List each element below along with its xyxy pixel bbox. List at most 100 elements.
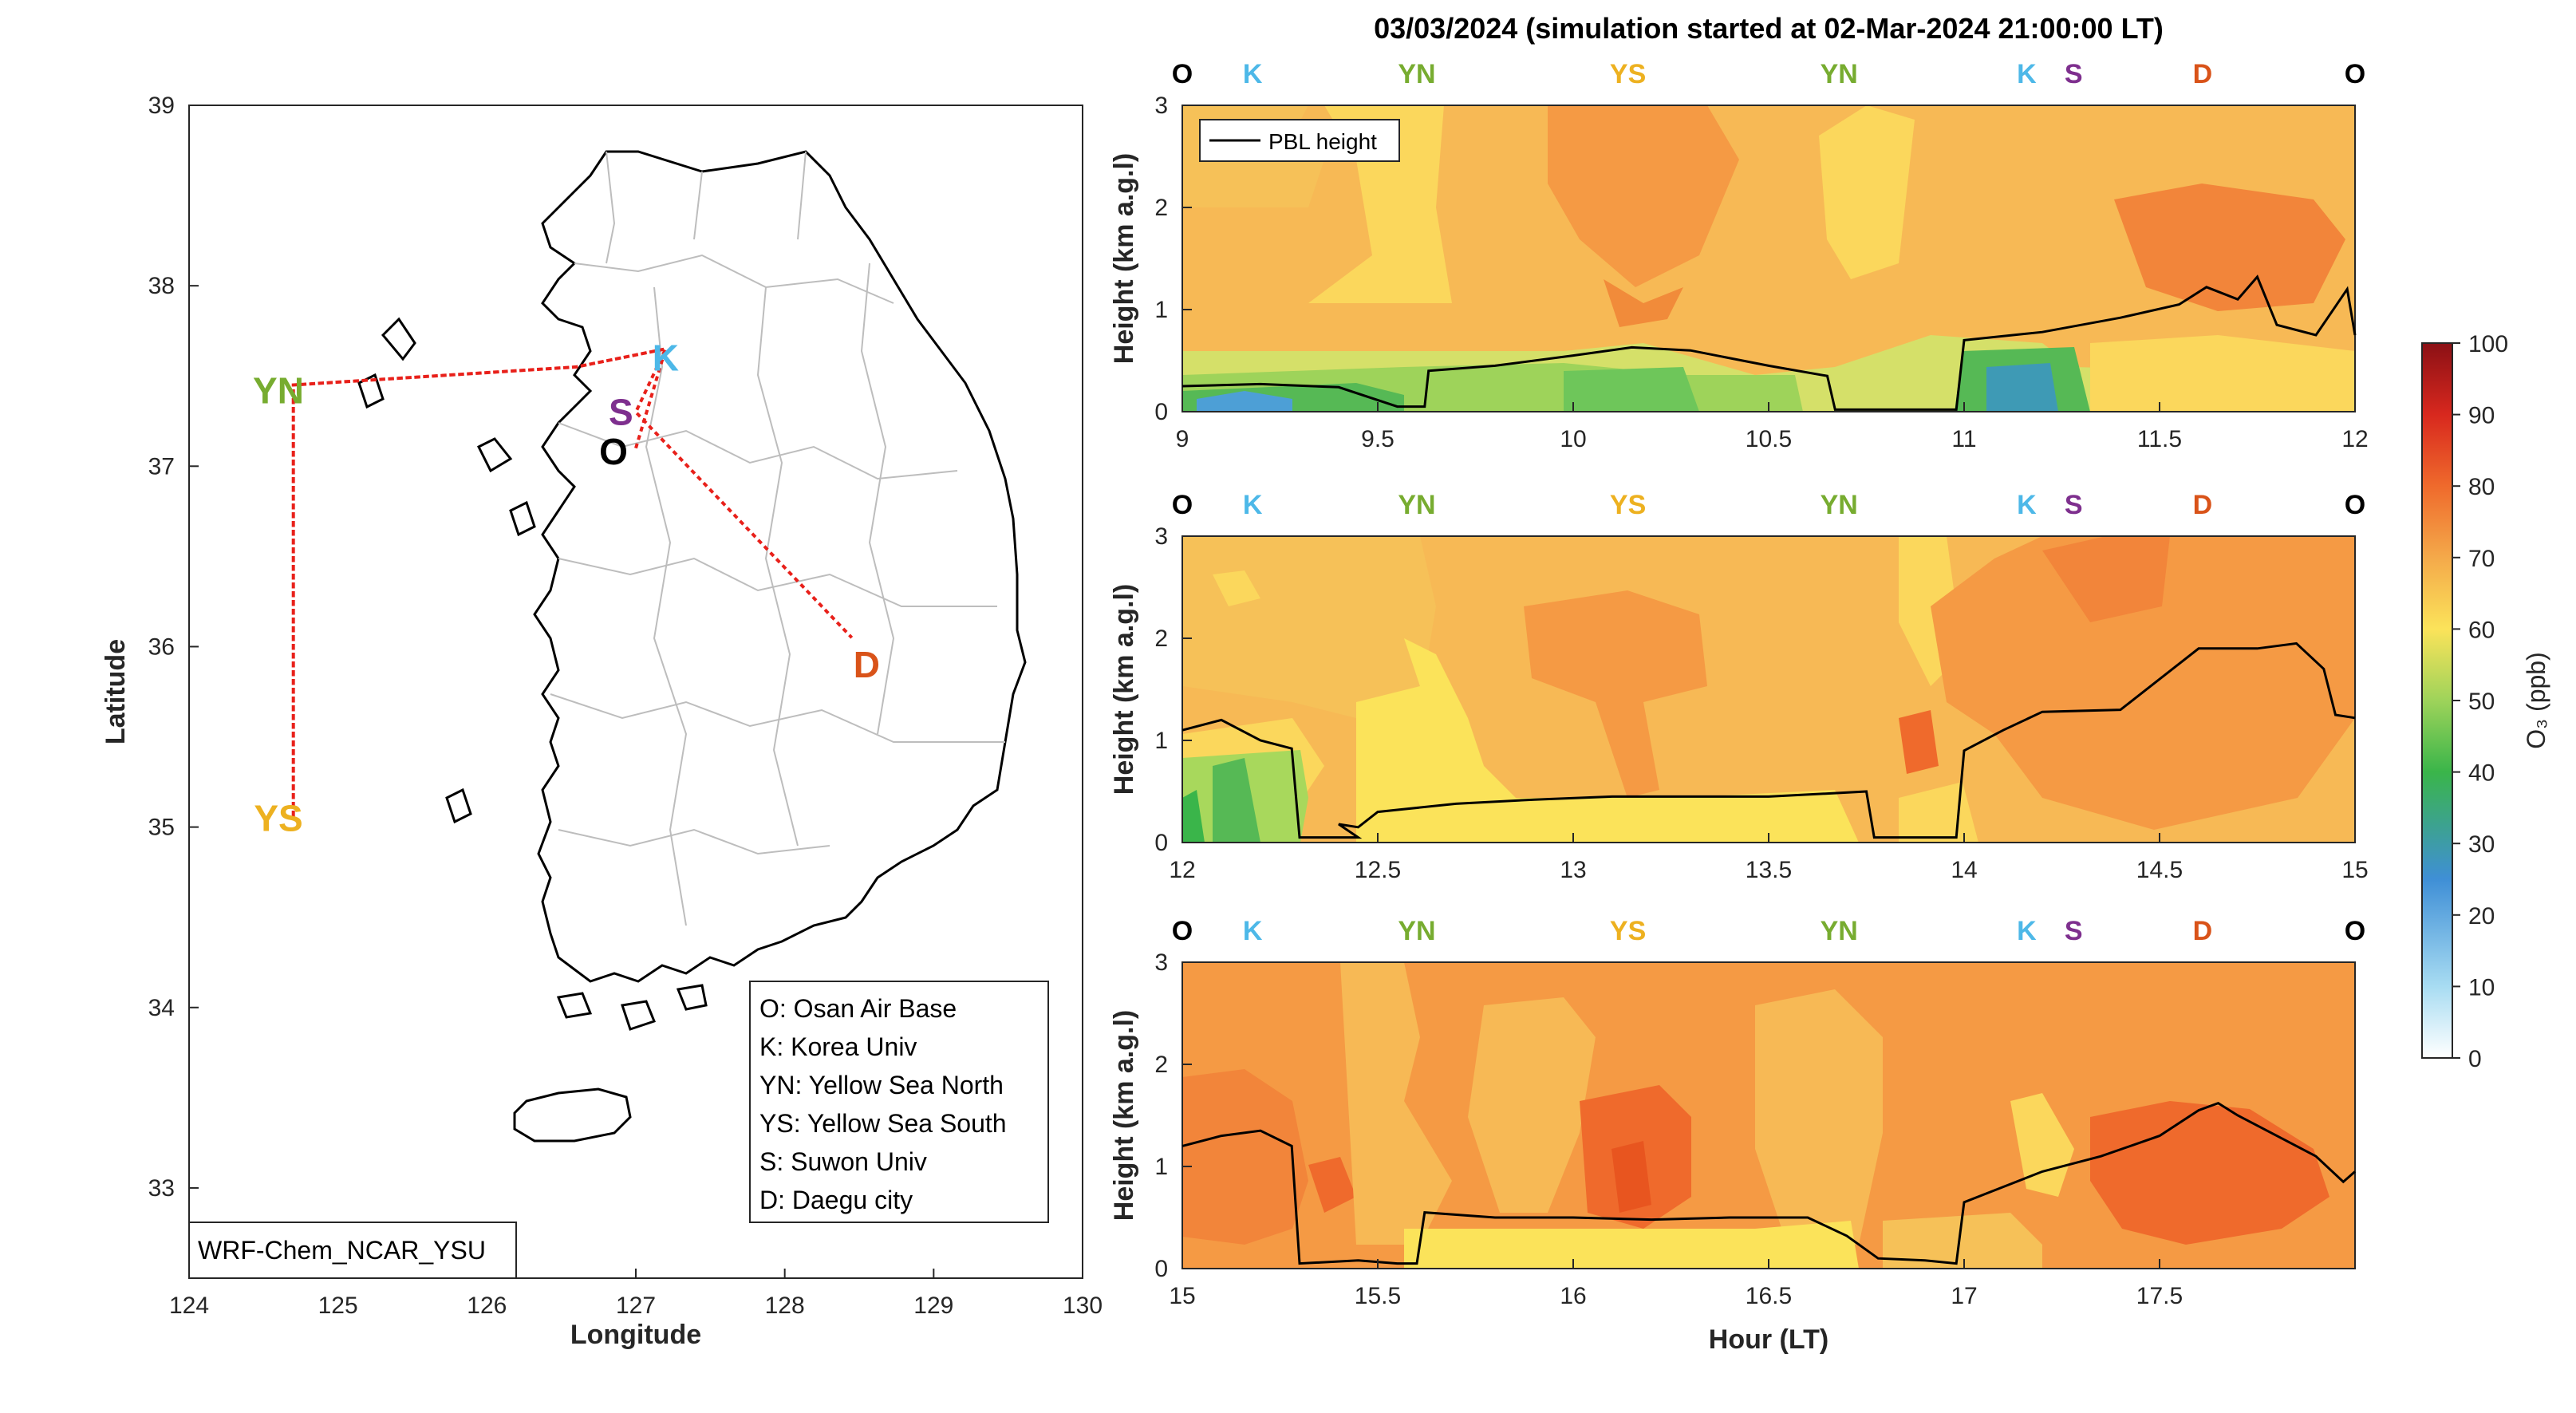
- province-borders: [550, 151, 1005, 926]
- pbl-line-3: [1181, 1101, 2356, 1265]
- curtain-y-label-1: Height (km a.g.l): [1109, 153, 1139, 364]
- curtain-x-label: Hour (LT): [1709, 1324, 1828, 1355]
- curtain-site-k: K: [2017, 59, 2037, 89]
- curtain-site-o: O: [1172, 490, 1193, 520]
- curtain-x-tick-label: 11: [1951, 426, 1976, 452]
- curtain-y-ticks-1: 0 1 2 3: [1154, 93, 1192, 425]
- curtain-y-tick-label: 0: [1154, 399, 1168, 425]
- legend-line-korea-univ: K: Korea Univ: [759, 1032, 917, 1061]
- curtain-site-ys: YS: [1610, 490, 1646, 520]
- curtain-y-tick-label: 1: [1154, 728, 1168, 754]
- curtain-site-yn: YN: [1821, 490, 1858, 520]
- map-x-tick-label: 130: [1063, 1293, 1103, 1319]
- map-y-label: Latitude: [101, 639, 131, 744]
- curtain-site-k: K: [1243, 59, 1263, 89]
- colorbar-tick-label: 40: [2468, 760, 2495, 787]
- curtain-site-o: O: [1172, 59, 1193, 89]
- map-y-tick-label: 35: [148, 815, 175, 841]
- model-label: WRF-Chem_NCAR_YSU: [198, 1236, 486, 1265]
- colorbar-tick-label: 90: [2468, 403, 2495, 429]
- curtain-site-s: S: [2065, 490, 2083, 520]
- map-y-tick-label: 38: [148, 273, 175, 299]
- curtain-y-label-2: Height (km a.g.l): [1109, 584, 1139, 795]
- ozone-field-3: [1182, 962, 2355, 1269]
- curtain-x-tick-label: 11.5: [2137, 426, 2182, 452]
- pbl-line-1: [1181, 274, 2357, 411]
- curtain-site-labels-3: O K YN YS YN K S D O: [1172, 916, 2365, 946]
- curtain-y-tick-label: 3: [1154, 523, 1168, 550]
- curtain-y-tick-label: 3: [1154, 93, 1168, 119]
- curtain-site-yn: YN: [1821, 59, 1858, 89]
- colorbar-ticks: 0 10 20 30 40 50 60 70 80 90 100: [2452, 331, 2508, 1072]
- map-site-ys: YS: [254, 797, 302, 839]
- map-y-ticks: 33 34 35 36 37 38 39: [148, 93, 199, 1202]
- map-y-tick-label: 33: [148, 1175, 175, 1202]
- curtain-site-k: K: [2017, 916, 2037, 946]
- curtain-site-o: O: [2345, 490, 2365, 520]
- curtain-x-ticks-1: 9 9.5 10 10.5 11 11.5 12: [1176, 402, 2369, 452]
- curtain-x-tick-label: 9: [1176, 426, 1189, 452]
- curtain-y-tick-label: 2: [1154, 1052, 1168, 1078]
- curtain-x-tick-label: 16: [1560, 1283, 1586, 1309]
- map-site-o: O: [599, 431, 628, 472]
- curtain-x-tick-label: 14.5: [2136, 857, 2183, 883]
- curtain-site-o: O: [1172, 916, 1193, 946]
- curtain-x-tick-label: 17: [1951, 1283, 1977, 1309]
- map-site-yn: YN: [253, 369, 304, 411]
- map-site-d: D: [854, 644, 880, 685]
- colorbar-tick-label: 80: [2468, 474, 2495, 500]
- korea-coastline: [357, 150, 1027, 1143]
- curtain-x-tick-label: 13: [1560, 857, 1586, 883]
- map-x-tick-label: 129: [913, 1293, 953, 1319]
- curtain-x-tick-label: 15.5: [1355, 1283, 1401, 1309]
- curtain-x-tick-label: 16.5: [1746, 1283, 1792, 1309]
- curtain-site-ys: YS: [1610, 916, 1646, 946]
- colorbar-tick-label: 60: [2468, 617, 2495, 643]
- legend-line-yellow-sea-south: YS: Yellow Sea South: [759, 1109, 1007, 1138]
- curtain-y-tick-label: 0: [1154, 830, 1168, 856]
- pbl-legend-label: PBL height: [1268, 129, 1377, 154]
- curtain-x-tick-label: 10: [1560, 426, 1586, 452]
- curtain-x-tick-label: 9.5: [1361, 426, 1395, 452]
- pbl-legend: PBL height: [1199, 119, 1400, 162]
- map-y-tick-label: 36: [148, 633, 175, 660]
- curtain-x-tick-label: 14: [1951, 857, 1977, 883]
- map-x-label: Longitude: [570, 1320, 701, 1350]
- curtain-y-tick-label: 1: [1154, 297, 1168, 323]
- map-x-tick-label: 124: [169, 1293, 209, 1319]
- legend-line-osan: O: Osan Air Base: [759, 994, 957, 1023]
- curtain-y-label-3: Height (km a.g.l): [1109, 1010, 1139, 1221]
- curtain-site-k: K: [1243, 916, 1263, 946]
- curtain-site-k: K: [2017, 490, 2037, 520]
- colorbar-tick-label: 100: [2468, 331, 2508, 357]
- colorbar-tick-label: 30: [2468, 831, 2495, 858]
- legend-line-daegu: D: Daegu city: [759, 1186, 913, 1214]
- curtain-x-tick-label: 17.5: [2136, 1283, 2183, 1309]
- curtain-site-k: K: [1243, 490, 1263, 520]
- colorbar-tick-label: 70: [2468, 546, 2495, 572]
- map-x-ticks: 124 125 126 127 128 129 130: [169, 1269, 1103, 1319]
- map-site-s: S: [609, 391, 633, 432]
- curtain-y-tick-label: 1: [1154, 1154, 1168, 1180]
- colorbar-label: O₃ (ppb): [2522, 652, 2550, 749]
- curtain-x-tick-label: 13.5: [1746, 857, 1792, 883]
- curtain-site-yn: YN: [1821, 916, 1858, 946]
- colorbar: 0 10 20 30 40 50 60 70 80 90 100 O₃ (ppb): [2421, 331, 2550, 1072]
- curtain-site-yn: YN: [1398, 59, 1435, 89]
- curtain-site-yn: YN: [1398, 490, 1435, 520]
- map-site-k: K: [653, 337, 679, 379]
- curtain-x-tick-label: 15: [2341, 857, 2368, 883]
- curtain-site-d: D: [2193, 490, 2213, 520]
- curtain-y-tick-label: 3: [1154, 949, 1168, 976]
- map-x-tick-label: 128: [765, 1293, 805, 1319]
- curtain-site-o: O: [2345, 916, 2365, 946]
- colorbar-tick-label: 0: [2468, 1046, 2482, 1072]
- curtain-x-tick-label: 12.5: [1355, 857, 1401, 883]
- curtain-site-labels-1: O K YN YS YN K S D O: [1172, 59, 2365, 89]
- map-x-tick-label: 126: [467, 1293, 507, 1319]
- curtain-x-ticks-3: 15 15.5 16 16.5 17 17.5: [1169, 1259, 2183, 1309]
